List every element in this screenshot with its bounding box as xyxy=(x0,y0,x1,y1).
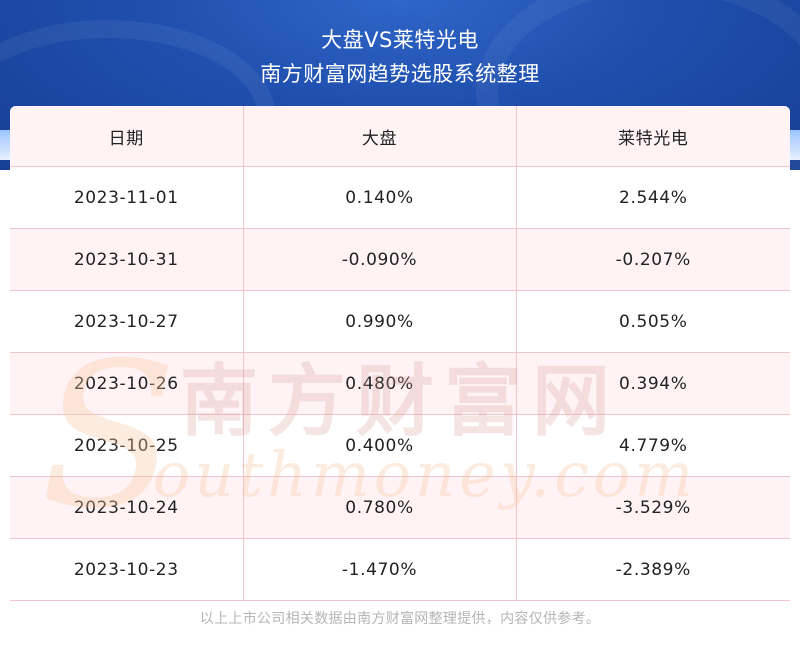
cell-date: 2023-10-26 xyxy=(10,352,243,415)
table-row: 2023-10-23 -1.470% -2.389% xyxy=(10,538,790,601)
table-row: 2023-10-24 0.780% -3.529% xyxy=(10,476,790,539)
header-date: 日期 xyxy=(10,106,243,167)
cell-date: 2023-10-31 xyxy=(10,228,243,291)
cell-date: 2023-11-01 xyxy=(10,166,243,229)
cell-date: 2023-10-27 xyxy=(10,290,243,353)
cell-date: 2023-10-24 xyxy=(10,476,243,539)
table-row: 2023-11-01 0.140% 2.544% xyxy=(10,166,790,229)
table-header-row: 日期 大盘 莱特光电 xyxy=(10,106,790,167)
data-table-card: 日期 大盘 莱特光电 2023-11-01 0.140% 2.544% 2023… xyxy=(10,106,790,602)
cell-market-change: 0.480% xyxy=(242,352,516,415)
header-market: 大盘 xyxy=(242,106,516,167)
right-edge-accent xyxy=(788,130,800,160)
cell-market-change: 0.780% xyxy=(242,476,516,539)
cell-stock-change: -3.529% xyxy=(515,476,790,539)
cell-stock-change: -2.389% xyxy=(515,538,790,601)
cell-stock-change: -0.207% xyxy=(515,228,790,291)
cell-stock-change: 0.394% xyxy=(515,352,790,415)
page-title: 大盘VS莱特光电 xyxy=(321,28,479,52)
cell-stock-change: 4.779% xyxy=(515,414,790,477)
table-row: 2023-10-26 0.480% 0.394% xyxy=(10,352,790,415)
table-row: 2023-10-27 0.990% 0.505% xyxy=(10,290,790,353)
table-row: 2023-10-31 -0.090% -0.207% xyxy=(10,228,790,291)
comparison-table: 日期 大盘 莱特光电 2023-11-01 0.140% 2.544% 2023… xyxy=(10,106,790,601)
cell-date: 2023-10-23 xyxy=(10,538,243,601)
cell-date: 2023-10-25 xyxy=(10,414,243,477)
cell-market-change: -1.470% xyxy=(242,538,516,601)
footer-disclaimer: 以上上市公司相关数据由南方财富网整理提供，内容仅供参考。 xyxy=(199,611,601,627)
page-subtitle: 南方财富网趋势选股系统整理 xyxy=(260,62,540,86)
left-edge-accent xyxy=(0,130,12,160)
cell-stock-change: 0.505% xyxy=(515,290,790,353)
header-stock: 莱特光电 xyxy=(515,106,790,167)
cell-stock-change: 2.544% xyxy=(515,166,790,229)
cell-market-change: 0.140% xyxy=(242,166,516,229)
table-row: 2023-10-25 0.400% 4.779% xyxy=(10,414,790,477)
cell-market-change: 0.400% xyxy=(242,414,516,477)
cell-market-change: -0.090% xyxy=(242,228,516,291)
cell-market-change: 0.990% xyxy=(242,290,516,353)
